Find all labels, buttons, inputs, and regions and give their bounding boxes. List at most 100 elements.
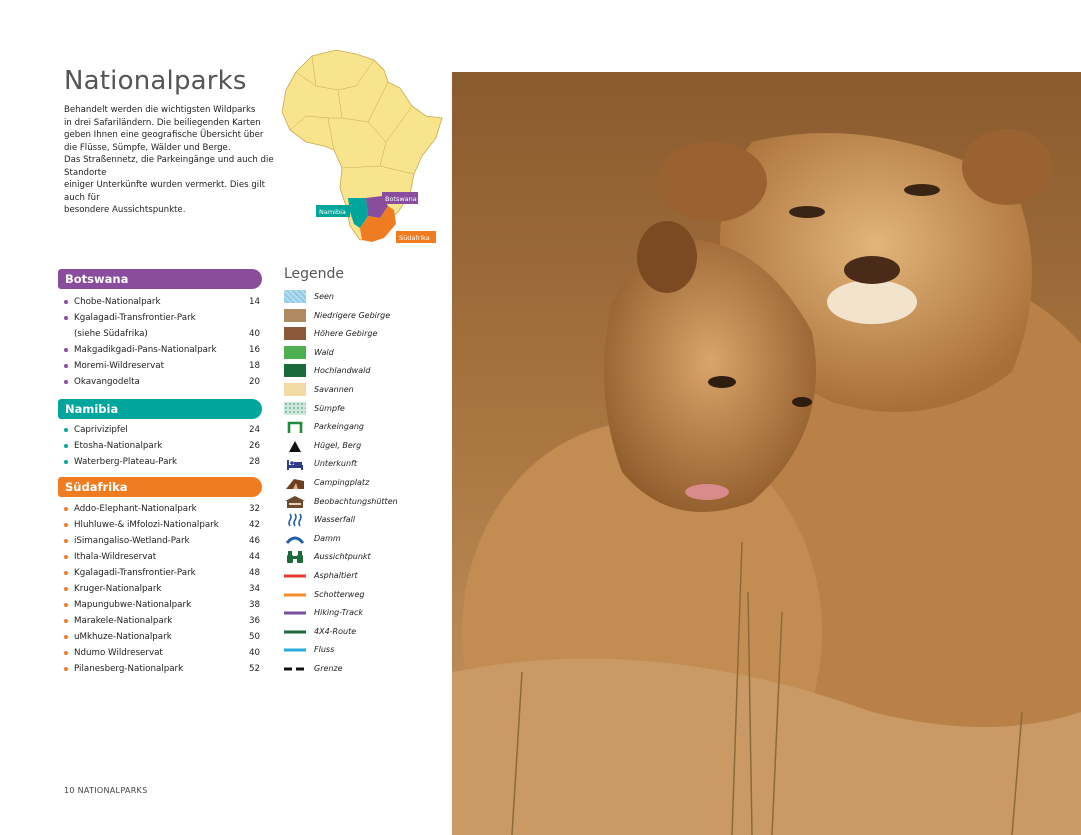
savanna-swatch	[284, 382, 306, 396]
park-item[interactable]: Ithala-Wildreservat 44	[58, 549, 262, 565]
park-item[interactable]: Kgalagadi-Transfrontier-Park 48	[58, 565, 262, 581]
page-number: 32	[248, 504, 260, 514]
highland-forest-swatch	[284, 364, 306, 378]
park-item[interactable]: Mapungubwe-Nationalpark 38	[58, 597, 262, 613]
bullet-dot	[64, 316, 68, 320]
page-number: 40	[248, 648, 260, 658]
park-item[interactable]: Chobe-Nationalpark 14	[58, 294, 262, 310]
park-item[interactable]: Addo-Elephant-Nationalpark 32	[58, 501, 262, 517]
lion-photo	[452, 72, 1081, 835]
intro-line: besondere Aussichtspunkte.	[64, 205, 186, 215]
legend-item-wald: Wald	[284, 344, 434, 363]
legend-item-damm: Damm	[284, 530, 434, 549]
bullet-dot	[64, 428, 68, 432]
lioness-ear	[657, 142, 767, 222]
page-number: 34	[248, 584, 260, 594]
park-item[interactable]: Hluhluwe-& iMfolozi-Nationalpark 42	[58, 517, 262, 533]
park-item[interactable]: Ndumo Wildreservat 40	[58, 645, 262, 661]
park-name: Etosha-Nationalpark	[74, 441, 163, 451]
namibia-map-label: Namibia	[319, 208, 346, 216]
park-name: Caprivizipfel	[74, 425, 128, 435]
park-name: Chobe-Nationalpark	[74, 297, 161, 307]
4x4-route-line	[284, 630, 306, 634]
legend-item-aussichtpunkt: Aussichtpunkt	[284, 548, 434, 567]
section-header-botswana: Botswana	[58, 269, 262, 289]
lioness-paws	[452, 658, 1081, 835]
page-number: 36	[248, 616, 260, 626]
cub-tongue	[685, 484, 729, 500]
park-item[interactable]: Okavangodelta 20	[58, 374, 262, 390]
page-number: 18	[248, 361, 260, 371]
map-legend: Seen Niedrigere Gebirge Höhere Gebirge W…	[284, 288, 434, 678]
page-title: Nationalparks	[64, 66, 247, 96]
bullet-dot	[64, 651, 68, 655]
legend-item-hiking-track: Hiking-Track	[284, 604, 434, 623]
bullet-dot	[64, 667, 68, 671]
lioness-nose	[844, 256, 900, 284]
park-item[interactable]: Etosha-Nationalpark 26	[58, 438, 262, 454]
paved-road-line	[284, 574, 306, 578]
bullet-dot	[64, 364, 68, 368]
bullet-dot	[64, 539, 68, 543]
dam-icon	[285, 536, 305, 544]
botswana-map-label: Botswana	[385, 195, 417, 203]
park-item[interactable]: Kruger-Nationalpark 34	[58, 581, 262, 597]
page-number: 40	[248, 329, 260, 339]
cub-eye	[708, 376, 736, 388]
namibia-map-label-bg	[316, 205, 350, 217]
park-item[interactable]: Pilanesberg-Nationalpark 52	[58, 661, 262, 677]
legend-label: Höhere Gebirge	[314, 329, 378, 339]
page-number: 24	[248, 425, 260, 435]
lake-swatch	[284, 290, 306, 303]
park-name: iSimangaliso-Wetland-Park	[74, 536, 190, 546]
page-number: 42	[248, 520, 260, 530]
park-item[interactable]: uMkhuze-Nationalpark 50	[58, 629, 262, 645]
mountain-icon	[289, 440, 301, 452]
park-item[interactable]: Moremi-Wildreservat 18	[58, 358, 262, 374]
park-item-continuation[interactable]: (siehe Südafrika) 40	[58, 326, 262, 342]
park-item[interactable]: Marakele-Nationalpark 36	[58, 613, 262, 629]
park-name: Okavangodelta	[74, 377, 140, 387]
park-name: Makgadikgadi-Pans-Nationalpark	[74, 345, 217, 355]
park-name: Hluhluwe-& iMfolozi-Nationalpark	[74, 520, 219, 530]
park-item[interactable]: Kgalagadi-Transfrontier-Park	[58, 310, 262, 326]
park-list-namibia: Caprivizipfel 24 Etosha-Nationalpark 26 Wa…	[58, 422, 262, 470]
legend-label: Hochlandwald	[314, 366, 371, 376]
park-entrance-icon	[287, 421, 303, 434]
park-name: Ndumo Wildreservat	[74, 648, 163, 658]
intro-line: die Flüsse, Sümpfe, Wälder und Berge.	[64, 142, 231, 153]
namibia-region	[348, 198, 368, 228]
page-number: 20	[248, 377, 260, 387]
park-item[interactable]: Makgadikgadi-Pans-Nationalpark 16	[58, 342, 262, 358]
park-item[interactable]: Waterberg-Plateau-Park 28	[58, 454, 262, 470]
park-item[interactable]: iSimangaliso-Wetland-Park 46	[58, 533, 262, 549]
bullet-dot	[64, 587, 68, 591]
legend-label: Schotterweg	[314, 589, 365, 599]
legend-item-beobachtungshuetten: Beobachtungshütten	[284, 493, 434, 512]
legend-item-niedrigere-gebirge: Niedrigere Gebirge	[284, 307, 434, 326]
bed-icon	[287, 460, 303, 471]
bullet-dot	[64, 507, 68, 511]
legend-item-savannen: Savannen	[284, 381, 434, 400]
legend-label: Seen	[314, 292, 334, 301]
park-name: (siehe Südafrika)	[74, 329, 148, 339]
intro-line: geben Ihnen eine geografische Übersicht …	[64, 130, 264, 140]
page-number: 14	[248, 297, 260, 307]
country-borders	[289, 55, 415, 175]
legend-item-parkeingang: Parkeingang	[284, 418, 434, 437]
legend-label: Hügel, Berg	[314, 440, 362, 450]
binoculars-icon	[287, 551, 303, 564]
hide-hut-icon	[285, 495, 305, 508]
legend-label: Niedrigere Gebirge	[314, 310, 391, 320]
park-item[interactable]: Caprivizipfel 24	[58, 422, 262, 438]
legend-label: Aussichtpunkt	[314, 552, 371, 562]
bullet-dot	[64, 523, 68, 527]
bullet-dot	[64, 444, 68, 448]
page-number: 52	[248, 664, 260, 674]
legend-label: Campingplatz	[314, 477, 370, 487]
legend-label: Damm	[314, 533, 341, 543]
park-name: uMkhuze-Nationalpark	[74, 632, 172, 642]
cub-head	[604, 238, 816, 512]
legend-item-hoehere-gebirge: Höhere Gebirge	[284, 325, 434, 344]
waterfall-icon	[288, 513, 302, 527]
